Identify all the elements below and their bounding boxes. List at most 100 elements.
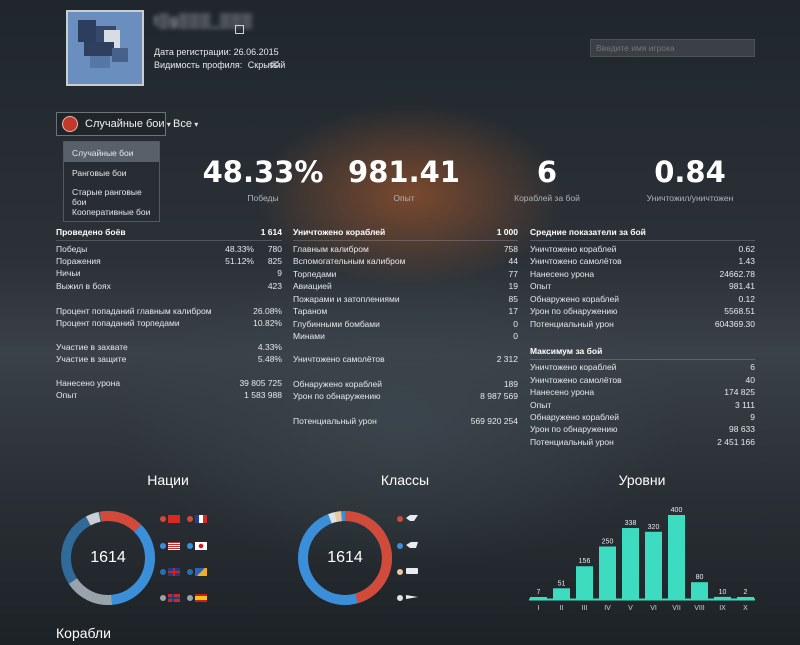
tier-category-label: X bbox=[743, 605, 748, 612]
visibility-value: Скрытый bbox=[247, 60, 286, 70]
tier-category-label: V bbox=[628, 605, 633, 612]
tier-bar-II bbox=[553, 588, 570, 599]
stat-row: Опыт 1 583 988 bbox=[56, 390, 282, 400]
tier-bar-IV bbox=[599, 546, 616, 599]
norway-flag-icon bbox=[168, 594, 180, 602]
stat-row: Уничтожено кораблей 0.62 bbox=[530, 244, 755, 254]
france-flag-icon bbox=[195, 515, 207, 523]
winrate-label: Победы bbox=[247, 193, 279, 203]
stat-row: Пожарами и затоплениями 85 bbox=[293, 294, 518, 304]
tier-value-label: 156 bbox=[579, 558, 591, 565]
stat-row: Уничтожено самолётов 1.43 bbox=[530, 256, 755, 266]
tier-bar-VI bbox=[645, 531, 662, 599]
tier-bar-VII bbox=[668, 515, 685, 599]
stat-row: Победы 48.33% 780 bbox=[56, 244, 282, 254]
nations-title: Нации bbox=[147, 472, 189, 488]
legend-dot bbox=[397, 543, 403, 549]
stat-row: Торпедами 77 bbox=[293, 269, 518, 279]
classes-title: Классы bbox=[380, 472, 430, 488]
dropdown-option-random[interactable]: Случайные бои bbox=[64, 142, 159, 162]
tier-value-label: 7 bbox=[537, 589, 541, 596]
stat-row: Нанесено урона 39 805 725 bbox=[56, 378, 282, 388]
stat-row: Процент попаданий торпедами 10.82% bbox=[56, 318, 282, 328]
tier-bar-I bbox=[530, 597, 547, 599]
tier-category-label: VI bbox=[650, 605, 657, 612]
tier-value-label: 2 bbox=[744, 589, 748, 596]
dropdown-option-old-ranked[interactable]: Старые ранговые бои bbox=[72, 187, 142, 207]
kd-value: 0.84 bbox=[654, 155, 726, 189]
filter-select[interactable]: Все ▾ bbox=[173, 118, 199, 130]
legend-dot bbox=[160, 516, 166, 522]
legend-dot bbox=[187, 595, 193, 601]
tier-value-label: 51 bbox=[558, 580, 566, 587]
legend-dot bbox=[160, 543, 166, 549]
visibility-label: Видимость профиля: bbox=[154, 60, 243, 70]
winrate-value: 48.33% bbox=[202, 155, 324, 189]
tier-category-label: VIII bbox=[694, 605, 705, 612]
battle-type-label[interactable]: Случайные бои ▾ bbox=[85, 118, 171, 130]
stat-row: Тараном 17 bbox=[293, 306, 518, 316]
chevron-down-icon: ▾ bbox=[191, 120, 199, 129]
destroyed-header: Уничтожено кораблей 1 000 bbox=[293, 227, 518, 237]
stat-row: Опыт 981.41 bbox=[530, 281, 755, 291]
battleship-class-icon bbox=[406, 568, 418, 574]
avg-exp-label: Опыт bbox=[393, 193, 415, 203]
tier-bar-VIII bbox=[691, 582, 708, 599]
uk-flag-icon bbox=[168, 568, 180, 576]
dropdown-option-ranked[interactable]: Ранговые бои bbox=[72, 168, 127, 178]
avg-exp-value: 981.41 bbox=[348, 155, 460, 189]
stat-row: Обнаружено кораблей 0.12 bbox=[530, 294, 755, 304]
tier-category-label: IX bbox=[719, 605, 726, 612]
stat-row: Нанесено урона 174 825 bbox=[530, 387, 755, 397]
spain-flag-icon bbox=[195, 594, 207, 602]
tier-bar-IX bbox=[714, 596, 731, 599]
stat-row: Вспомогательным калибром 44 bbox=[293, 256, 518, 266]
legend-dot bbox=[160, 569, 166, 575]
legend-dot bbox=[160, 595, 166, 601]
player-search-input[interactable] bbox=[590, 39, 755, 57]
tier-bar-III bbox=[576, 566, 593, 599]
stat-row: Обнаружено кораблей 9 bbox=[530, 412, 755, 422]
divider bbox=[530, 240, 755, 241]
ships-per-battle-label: Кораблей за бой bbox=[514, 193, 580, 203]
stat-row: Потенциальный урон 2 451 166 bbox=[530, 437, 755, 447]
tier-value-label: 338 bbox=[625, 520, 637, 527]
tier-category-label: I bbox=[538, 605, 540, 612]
chevron-down-icon: ▾ bbox=[164, 120, 171, 129]
legend-dot bbox=[187, 569, 193, 575]
stat-row: Нанесено урона 24662.78 bbox=[530, 269, 755, 279]
tier-value-label: 320 bbox=[648, 524, 660, 531]
cruiser-class-icon bbox=[406, 542, 418, 548]
destroyer-class-icon bbox=[406, 515, 418, 521]
stat-row: Урон по обнаружению 98 633 bbox=[530, 424, 755, 434]
divider bbox=[56, 240, 282, 241]
divider bbox=[293, 240, 518, 241]
registration-date: Дата регистрации: 26.06.2015 bbox=[154, 47, 279, 57]
dropdown-option-coop[interactable]: Кооперативные бои bbox=[72, 207, 151, 217]
random-battles-icon bbox=[62, 116, 78, 132]
stat-row: Уничтожено самолётов 2 312 bbox=[293, 354, 518, 364]
stat-row: Выжил в боях 423 bbox=[56, 281, 282, 291]
maximum-header: Максимум за бой bbox=[530, 346, 603, 356]
tiers-title: Уровни bbox=[618, 472, 666, 488]
usa-flag-icon bbox=[168, 542, 180, 550]
stat-row: Главным калибром 758 bbox=[293, 244, 518, 254]
japan-flag-icon bbox=[195, 542, 207, 550]
legend-dot bbox=[397, 569, 403, 575]
copy-icon[interactable] bbox=[235, 25, 244, 34]
tier-value-label: 10 bbox=[719, 589, 727, 596]
nations-donut-chart bbox=[60, 511, 155, 605]
divider bbox=[530, 359, 755, 360]
carrier-class-icon bbox=[406, 595, 418, 599]
avatar bbox=[66, 10, 144, 86]
stat-row: Потенциальный урон 569 920 254 bbox=[293, 416, 518, 426]
china-flag-icon bbox=[168, 515, 180, 523]
europe-flag-icon bbox=[195, 568, 207, 576]
legend-dot bbox=[187, 543, 193, 549]
legend-dot bbox=[397, 516, 403, 522]
stat-row: Уничтожено самолётов 40 bbox=[530, 375, 755, 385]
stat-row: Урон по обнаружению 5568.51 bbox=[530, 306, 755, 316]
stat-row: Урон по обнаружению 8 987 569 bbox=[293, 391, 518, 401]
stat-row: Ничьи 9 bbox=[56, 268, 282, 278]
stat-row: Потенциальный урон 604369.30 bbox=[530, 319, 755, 329]
